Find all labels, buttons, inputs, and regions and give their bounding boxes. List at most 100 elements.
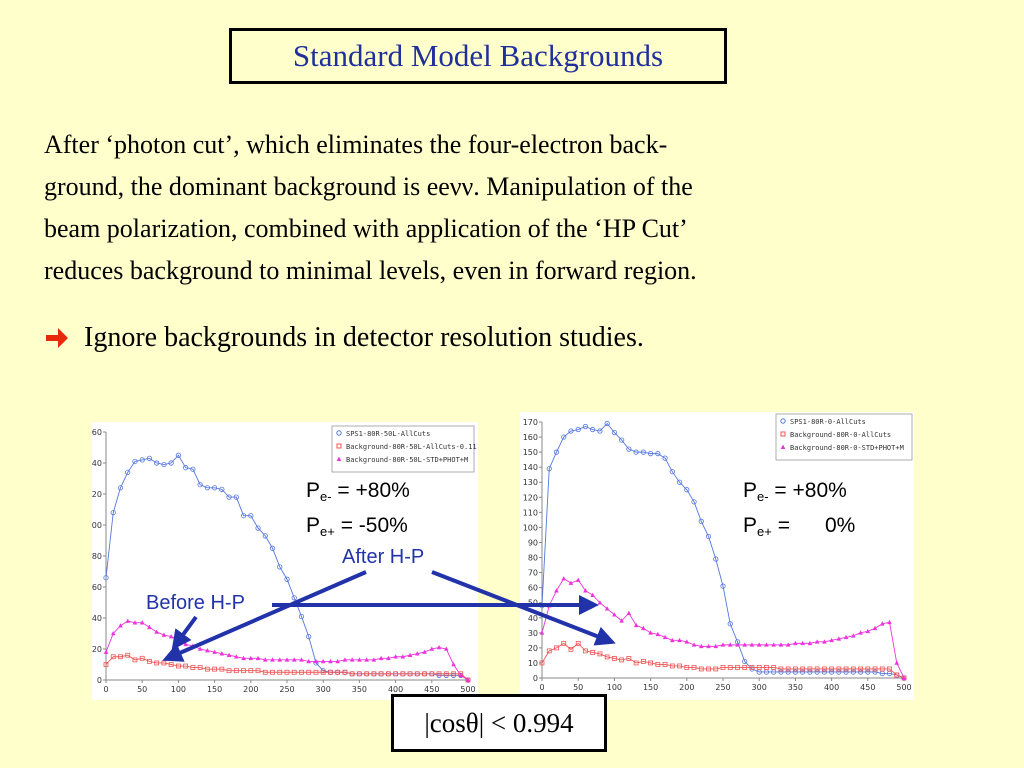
data-point-circle	[204, 485, 210, 491]
y-tick-label: 80	[92, 552, 102, 561]
legend-marker-square	[336, 443, 342, 449]
data-point-square	[604, 654, 610, 660]
data-point-triangle	[684, 639, 690, 644]
x-tick-label: 400	[824, 683, 839, 692]
pe-minus-sub: e-	[320, 489, 332, 504]
paragraph-line: ground, the dominant background is eeνν.…	[44, 172, 693, 201]
x-tick-label: 450	[860, 683, 875, 692]
data-point-square	[125, 652, 131, 658]
data-point-square	[749, 665, 755, 670]
data-point-triangle	[814, 639, 820, 644]
data-point-triangle	[662, 634, 668, 640]
polarization-right: Pe- = +80% Pe+ = 0%	[743, 476, 855, 546]
data-point-circle	[807, 669, 813, 675]
data-point-triangle	[400, 654, 406, 659]
data-point-square	[342, 669, 348, 675]
y-tick-label: 0	[533, 674, 538, 683]
data-point-square	[241, 668, 246, 674]
data-point-square	[313, 669, 319, 675]
data-point-square	[764, 665, 769, 670]
y-tick-label: 60	[92, 583, 102, 592]
data-point-circle	[110, 510, 116, 516]
data-point-triangle	[546, 603, 552, 608]
data-point-square	[894, 672, 900, 678]
legend-box	[331, 425, 475, 473]
pe-plus-label: P	[306, 514, 321, 537]
data-point-triangle	[103, 649, 109, 654]
x-tick-label: 350	[352, 685, 367, 694]
data-point-triangle	[843, 634, 849, 640]
data-point-square	[335, 669, 341, 675]
data-point-square	[691, 665, 697, 670]
data-point-circle	[546, 466, 552, 472]
data-point-triangle	[879, 621, 885, 626]
data-point-triangle	[183, 641, 188, 647]
data-point-triangle	[386, 655, 391, 661]
data-point-square	[219, 666, 225, 672]
data-point-circle	[255, 525, 261, 531]
data-point-triangle	[691, 642, 697, 647]
data-point-triangle	[458, 672, 464, 678]
data-point-triangle	[720, 642, 726, 647]
series-line	[541, 642, 905, 679]
pe-minus-line: Pe- = +80%	[306, 476, 410, 511]
data-point-square	[554, 645, 559, 651]
data-point-square	[110, 654, 116, 660]
data-point-triangle	[590, 592, 595, 597]
data-point-circle	[125, 469, 131, 475]
data-point-triangle	[335, 658, 340, 664]
legend-label: Background-80R-0-AllCuts	[790, 431, 891, 439]
data-point-circle	[691, 499, 697, 505]
legend-marker-triangle	[336, 456, 342, 461]
x-tick-label: 200	[243, 685, 258, 694]
y-tick-label: 120	[523, 493, 538, 502]
data-point-square	[879, 666, 885, 672]
data-point-square	[836, 666, 842, 672]
data-point-square	[662, 662, 668, 667]
data-point-square	[684, 665, 690, 670]
data-point-square	[677, 663, 682, 669]
y-tick-label: 0	[97, 676, 102, 685]
x-tick-label: 0	[103, 685, 108, 694]
data-point-circle	[633, 449, 639, 455]
data-point-circle	[568, 428, 574, 434]
y-tick-label: 140	[523, 463, 538, 472]
data-point-square	[727, 665, 733, 670]
data-point-triangle	[118, 623, 123, 628]
data-point-triangle	[422, 649, 427, 654]
after-hp-label: After H-P	[342, 546, 425, 569]
data-point-triangle	[822, 639, 827, 644]
data-point-square	[546, 648, 552, 654]
data-point-square	[829, 666, 835, 672]
data-point-square	[197, 665, 203, 671]
data-point-circle	[865, 669, 871, 675]
data-point-square	[865, 666, 871, 672]
data-point-circle	[190, 466, 196, 472]
pe-plus-line: Pe+ = -50%	[306, 511, 410, 546]
series-line	[105, 654, 469, 681]
data-point-square	[226, 668, 232, 674]
data-point-triangle	[887, 619, 892, 625]
data-point-triangle	[619, 618, 624, 623]
data-point-triangle	[306, 658, 312, 664]
data-point-square	[349, 671, 355, 677]
data-point-square	[190, 665, 196, 671]
data-point-square	[756, 665, 762, 670]
data-point-circle	[778, 669, 784, 675]
data-point-triangle	[655, 631, 661, 637]
data-point-triangle	[785, 642, 791, 647]
pe-plus-label: P	[743, 514, 758, 537]
y-tick-label: 100	[523, 523, 538, 532]
data-point-square	[132, 657, 138, 663]
y-tick-label: 30	[528, 629, 538, 638]
data-point-circle	[146, 455, 153, 461]
data-point-circle	[800, 669, 806, 675]
data-point-triangle	[612, 612, 617, 617]
data-point-triangle	[648, 630, 653, 635]
bullet-item: Ignore backgrounds in detector resolutio…	[44, 322, 644, 354]
data-point-square	[255, 668, 261, 674]
pe-plus-sub: e+	[320, 524, 335, 539]
data-point-circle	[619, 437, 625, 443]
y-tick-label: 170	[523, 418, 538, 427]
y-tick-label: 70	[528, 569, 538, 578]
